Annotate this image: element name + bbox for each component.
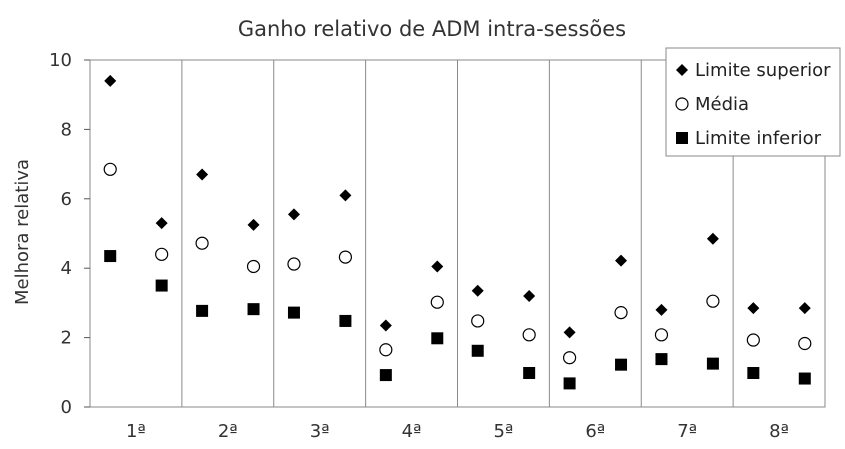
- data-point: [339, 314, 352, 327]
- x-tick-label: 1ª: [126, 421, 146, 442]
- data-point: [523, 366, 536, 379]
- data-point: [379, 369, 392, 382]
- y-axis-ticks: 0 2 4 6 8 10: [49, 50, 90, 418]
- x-axis-ticks: 1ª 2ª 3ª 4ª 5ª 6ª 7ª 8ª: [126, 421, 789, 442]
- x-tick-label: 4ª: [402, 421, 422, 442]
- y-tick-label: 0: [61, 397, 72, 418]
- data-point: [471, 284, 484, 297]
- x-tick-label: 5ª: [493, 421, 513, 442]
- y-tick-label: 8: [61, 119, 72, 140]
- data-point: [655, 303, 668, 316]
- data-point: [471, 344, 484, 357]
- series-2: [103, 162, 812, 365]
- series-1: [104, 74, 811, 339]
- chart-title: Ganho relativo de ADM intra-sessões: [238, 17, 626, 41]
- data-point: [798, 302, 811, 315]
- data-point: [431, 332, 444, 345]
- x-tick-label: 8ª: [769, 421, 789, 442]
- legend-marker: [675, 97, 689, 111]
- x-tick-label: 2ª: [218, 421, 238, 442]
- data-point: [798, 336, 812, 351]
- data-point: [195, 236, 209, 250]
- data-point: [247, 303, 260, 316]
- data-point: [155, 247, 169, 261]
- data-point: [615, 254, 628, 267]
- data-point: [706, 294, 720, 308]
- x-tick-label: 7ª: [677, 421, 697, 442]
- data-point: [746, 333, 760, 347]
- data-point: [155, 279, 168, 292]
- x-tick-label: 3ª: [310, 421, 330, 442]
- data-point: [287, 257, 301, 271]
- data-points: [103, 74, 812, 390]
- data-point: [196, 304, 209, 317]
- y-tick-label: 6: [61, 189, 72, 210]
- data-point: [615, 358, 628, 371]
- data-point: [562, 351, 577, 365]
- legend-item: Limite superior: [676, 60, 831, 81]
- data-point: [104, 74, 117, 87]
- data-point: [654, 328, 669, 342]
- y-tick-label: 10: [49, 50, 72, 71]
- legend-item: Limite inferior: [676, 128, 822, 149]
- data-point: [563, 377, 576, 390]
- data-point: [246, 259, 261, 274]
- data-point: [747, 302, 760, 315]
- y-axis-label: Melhora relativa: [12, 159, 33, 305]
- data-point: [247, 218, 260, 231]
- data-point: [379, 319, 392, 332]
- data-point: [655, 353, 668, 366]
- data-point: [104, 250, 117, 263]
- data-point: [339, 189, 352, 202]
- data-point: [287, 306, 300, 319]
- legend: Limite superior Média Limite inferior: [665, 47, 841, 157]
- legend-item: Média: [675, 94, 749, 115]
- data-point: [471, 314, 485, 328]
- data-point: [706, 357, 719, 370]
- series-3: [104, 250, 811, 390]
- data-point: [431, 260, 444, 273]
- y-tick-label: 2: [61, 328, 72, 349]
- legend-label: Limite superior: [695, 60, 831, 81]
- data-point: [563, 326, 576, 339]
- data-point: [287, 208, 300, 221]
- y-tick-label: 4: [61, 258, 72, 279]
- data-point: [523, 289, 536, 302]
- data-point: [155, 217, 168, 230]
- x-tick-label: 6ª: [585, 421, 605, 442]
- data-point: [196, 168, 209, 181]
- legend-label: Limite inferior: [695, 128, 822, 149]
- data-point: [103, 162, 117, 176]
- data-point: [379, 343, 393, 357]
- legend-label: Média: [695, 94, 749, 115]
- session-separators: [181, 60, 734, 407]
- legend-marker: [676, 64, 688, 76]
- data-point: [522, 328, 536, 342]
- data-point: [798, 372, 811, 385]
- data-point: [338, 250, 353, 264]
- data-point: [430, 295, 444, 309]
- data-point: [614, 306, 628, 320]
- data-point: [747, 366, 760, 379]
- data-point: [706, 232, 719, 245]
- legend-box: [665, 47, 841, 157]
- legend-marker: [676, 132, 688, 144]
